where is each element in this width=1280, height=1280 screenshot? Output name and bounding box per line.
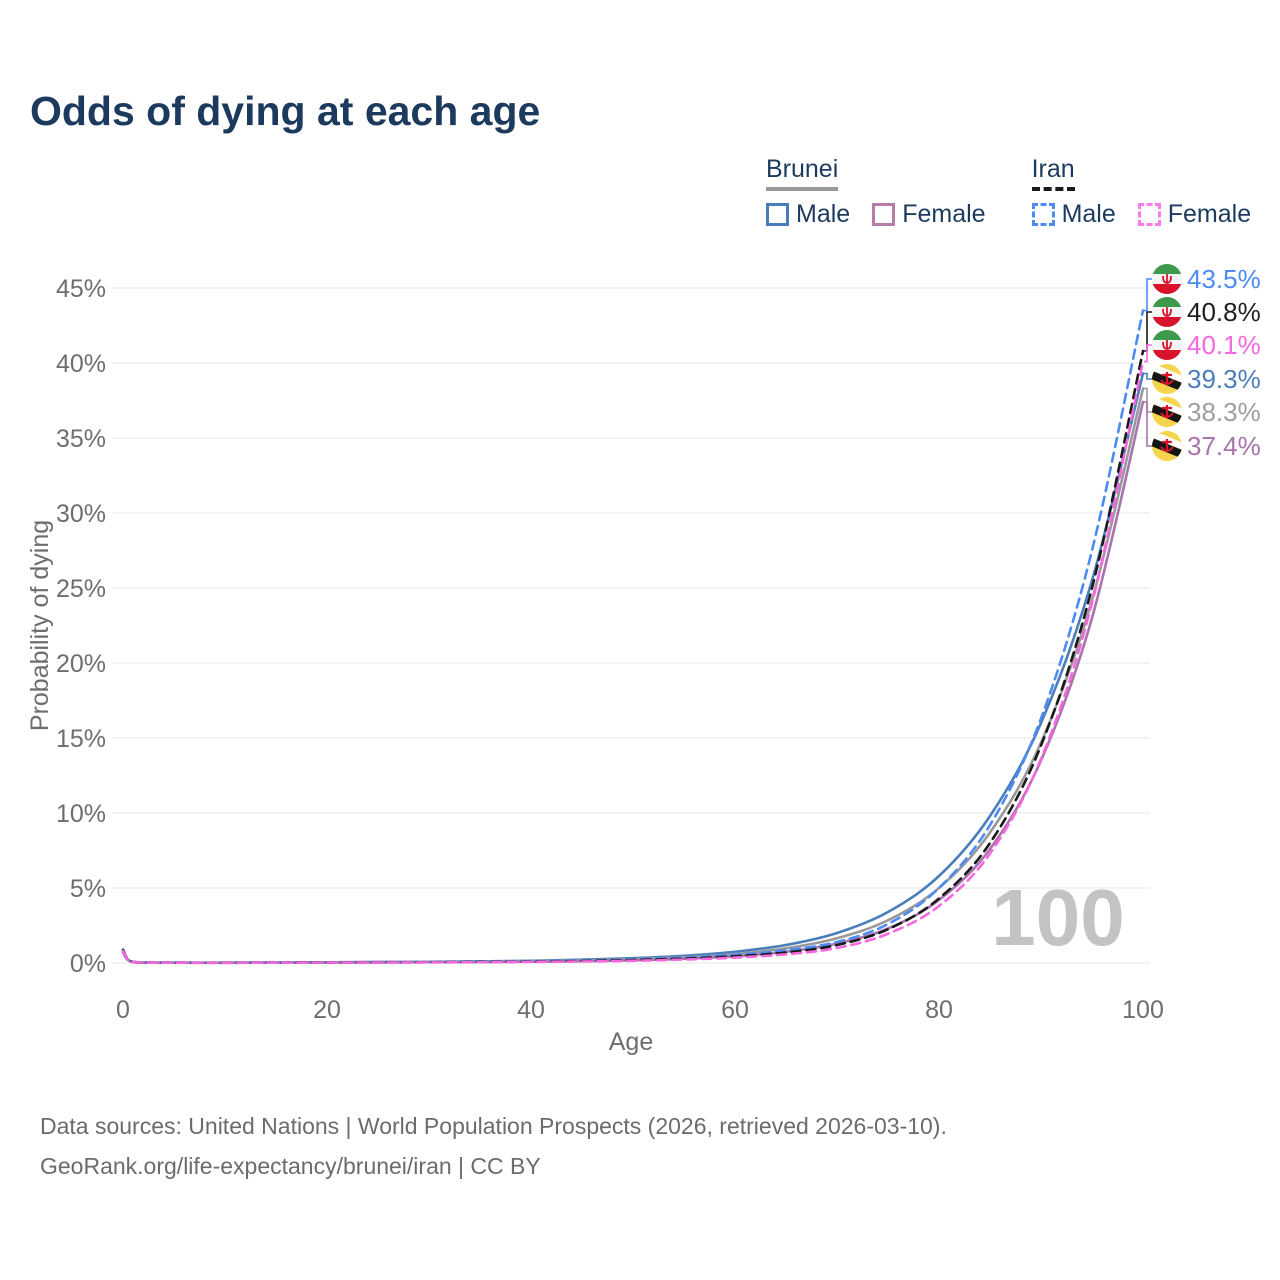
end-label-iran-male: 43.5% bbox=[1187, 264, 1261, 294]
y-tick-label-40: 40% bbox=[56, 350, 106, 378]
curve-brunei-male bbox=[121, 372, 1145, 965]
curve-iran-female bbox=[121, 360, 1145, 965]
leader-line-iran-female bbox=[1144, 344, 1152, 363]
page-title: Odds of dying at each age bbox=[30, 88, 541, 134]
brunei-flag-icon bbox=[1152, 364, 1182, 394]
x-tick-label-0: 0 bbox=[116, 996, 130, 1024]
y-tick-label-45: 45% bbox=[56, 275, 106, 303]
end-label-iran-female: 40.1% bbox=[1187, 330, 1261, 360]
brunei-emblem-icon bbox=[1160, 405, 1174, 419]
iran-line-style-swatch bbox=[1031, 186, 1075, 191]
curve-iran-combined bbox=[121, 349, 1145, 965]
legend-item-label: Male bbox=[1061, 199, 1116, 228]
iran-emblem-icon bbox=[1162, 307, 1172, 317]
y-tick-label-35: 35% bbox=[56, 425, 106, 453]
y-tick-label-5: 5% bbox=[70, 875, 106, 903]
legend-item-brunei-male[interactable]: Male bbox=[766, 200, 850, 229]
iran-emblem-icon bbox=[1162, 340, 1172, 350]
y-tick-label-0: 0% bbox=[70, 950, 106, 978]
iran-flag-icon bbox=[1152, 297, 1182, 327]
legend-item-iran-female[interactable]: Female bbox=[1137, 199, 1252, 229]
checkbox-icon[interactable] bbox=[872, 202, 896, 226]
attribution-line: GeoRank.org/life-expectancy/brunei/iran … bbox=[40, 1153, 541, 1180]
end-label-iran-combined: 40.8% bbox=[1187, 297, 1261, 327]
legend-country-label: Iran bbox=[1031, 155, 1075, 183]
brunei-flag-icon bbox=[1152, 397, 1182, 427]
checkbox-icon[interactable] bbox=[766, 202, 789, 226]
y-tick-label-30: 30% bbox=[56, 500, 106, 528]
brunei-emblem-icon bbox=[1160, 439, 1174, 453]
end-label-brunei-male: 39.3% bbox=[1187, 364, 1261, 394]
brunei-emblem-icon bbox=[1160, 372, 1174, 386]
brunei-line-style-swatch bbox=[766, 186, 839, 191]
iran-flag-icon bbox=[1152, 330, 1182, 360]
y-tick-label-25: 25% bbox=[56, 575, 106, 603]
age-watermark: 100 bbox=[991, 873, 1124, 962]
leader-line-brunei-combined bbox=[1144, 387, 1152, 413]
x-tick-label-20: 20 bbox=[313, 996, 341, 1024]
x-tick-label-40: 40 bbox=[517, 996, 545, 1024]
legend-country-iran[interactable]: Iran bbox=[1031, 155, 1075, 191]
legend-item-brunei-female[interactable]: Female bbox=[872, 199, 986, 229]
y-tick-label-20: 20% bbox=[56, 650, 106, 678]
leader-line-iran-male bbox=[1144, 278, 1152, 312]
checkbox-icon[interactable] bbox=[1137, 202, 1161, 226]
brunei-flag-icon bbox=[1152, 431, 1182, 461]
legend-country-label: Brunei bbox=[766, 155, 839, 183]
curve-brunei-combined bbox=[121, 387, 1145, 965]
x-tick-label-80: 80 bbox=[925, 996, 953, 1024]
legend: Brunei Male Female Iran bbox=[766, 155, 1252, 229]
iran-flag-icon bbox=[1152, 264, 1182, 294]
end-label-brunei-combined: 38.3% bbox=[1187, 397, 1261, 427]
x-axis-title: Age bbox=[609, 1028, 653, 1056]
x-tick-label-100: 100 bbox=[1122, 996, 1164, 1024]
leader-line-brunei-female bbox=[1144, 401, 1152, 447]
checkbox-icon[interactable] bbox=[1031, 202, 1055, 226]
data-sources-line: Data sources: United Nations | World Pop… bbox=[40, 1113, 947, 1139]
y-tick-label-15: 15% bbox=[56, 725, 106, 753]
legend-item-label: Female bbox=[902, 199, 986, 228]
x-tick-label-60: 60 bbox=[721, 996, 749, 1024]
legend-country-brunei[interactable]: Brunei bbox=[766, 155, 839, 191]
legend-item-label: Female bbox=[1167, 199, 1252, 228]
leader-line-iran-combined bbox=[1144, 311, 1152, 352]
footer: Data sources: United Nations | World Pop… bbox=[40, 1106, 947, 1187]
legend-item-iran-male[interactable]: Male bbox=[1031, 199, 1116, 229]
y-tick-label-10: 10% bbox=[56, 800, 106, 828]
legend-item-label: Male bbox=[796, 199, 851, 228]
y-axis-title: Probability of dying bbox=[26, 520, 54, 731]
curve-iran-male bbox=[121, 309, 1145, 965]
curve-brunei-female bbox=[121, 400, 1145, 965]
legend-group-iran: Iran Male Female bbox=[1031, 155, 1252, 229]
leader-line-brunei-male bbox=[1144, 372, 1152, 380]
end-label-brunei-female: 37.4% bbox=[1187, 431, 1261, 461]
legend-group-brunei: Brunei Male Female bbox=[766, 155, 986, 229]
iran-emblem-icon bbox=[1162, 274, 1172, 284]
